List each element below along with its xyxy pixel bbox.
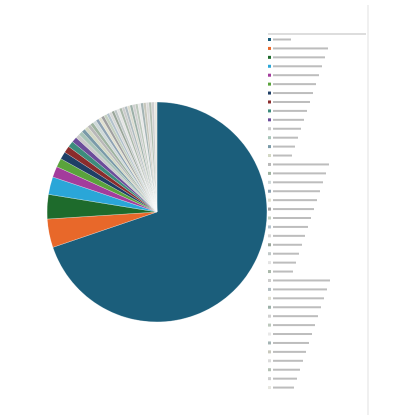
legend-swatch [268, 100, 271, 104]
legend-swatch [268, 332, 271, 336]
legend-entry [273, 154, 292, 157]
legend-entry [273, 288, 327, 291]
legend-swatch [268, 154, 271, 158]
legend-entry [273, 315, 318, 318]
legend-entry [273, 208, 314, 211]
legend-swatch [268, 109, 271, 113]
legend-swatch [268, 127, 271, 131]
legend-swatch [268, 145, 271, 149]
legend-entry [273, 47, 328, 50]
legend-entry [273, 306, 321, 309]
legend-entry [273, 92, 313, 95]
legend-entry [273, 163, 329, 166]
legend-entry [273, 83, 316, 86]
legend-entry [273, 377, 297, 380]
legend-entry [273, 386, 294, 389]
legend-entry [273, 100, 310, 103]
legend-entry [273, 136, 298, 139]
legend-entry [273, 38, 291, 41]
legend-entry [273, 109, 307, 112]
legend-swatch [268, 198, 271, 202]
legend-swatch [268, 216, 271, 220]
legend-swatch [268, 350, 271, 354]
legend-swatch [268, 305, 271, 309]
legend-swatch [268, 287, 271, 291]
legend-swatch [268, 243, 271, 247]
legend-swatch [268, 323, 271, 327]
legend-swatch [268, 296, 271, 300]
legend-swatch [268, 91, 271, 95]
legend-swatch [268, 341, 271, 345]
legend-entry [273, 333, 312, 336]
legend-swatch [268, 261, 271, 265]
legend-swatch [268, 136, 271, 140]
legend-entry [273, 199, 317, 202]
legend-swatch [268, 64, 271, 68]
legend-entry [273, 279, 330, 282]
legend-swatch [268, 278, 271, 282]
legend-swatch [268, 38, 271, 41]
legend-entry [273, 145, 295, 148]
legend-entry [273, 252, 299, 255]
legend-swatch [268, 252, 271, 256]
legend-entry [273, 261, 296, 264]
legend-entry [273, 324, 315, 327]
legend-swatch [268, 377, 271, 381]
legend-entry [273, 270, 293, 273]
legend-swatch [268, 73, 271, 77]
legend-swatch [268, 171, 271, 175]
legend-entry [273, 74, 319, 77]
legend-swatch [268, 225, 271, 229]
legend-entry [273, 181, 323, 184]
legend-swatch [268, 180, 271, 184]
legend-swatch [268, 46, 271, 50]
pie-slice [52, 101, 268, 323]
pie-slice [154, 101, 158, 213]
legend-entry [273, 127, 301, 130]
legend-entry [273, 118, 304, 121]
legend-entry [273, 368, 300, 371]
legend-swatch [268, 189, 271, 193]
legend-entry [273, 350, 306, 353]
legend-entry [273, 190, 320, 193]
legend-entry [273, 217, 311, 219]
legend-swatch [268, 82, 271, 86]
legend-entry [273, 65, 322, 68]
legend-swatch [268, 314, 271, 318]
legend-swatch [268, 368, 271, 372]
legend-entry [273, 234, 305, 237]
legend-entry [273, 341, 309, 344]
legend-entry [273, 56, 325, 59]
legend-swatch [268, 55, 271, 59]
legend-swatch [268, 207, 271, 211]
legend-swatch [268, 359, 271, 363]
legend-swatch [268, 270, 271, 274]
legend-entry [273, 297, 324, 300]
legend-entry [273, 225, 308, 228]
legend-swatch [268, 234, 271, 238]
legend-swatch [268, 386, 271, 390]
legend-swatch [268, 162, 271, 166]
legend-entry [273, 359, 303, 362]
legend-entry [273, 243, 302, 246]
legend-entry [273, 172, 326, 175]
legend-swatch [268, 118, 271, 122]
